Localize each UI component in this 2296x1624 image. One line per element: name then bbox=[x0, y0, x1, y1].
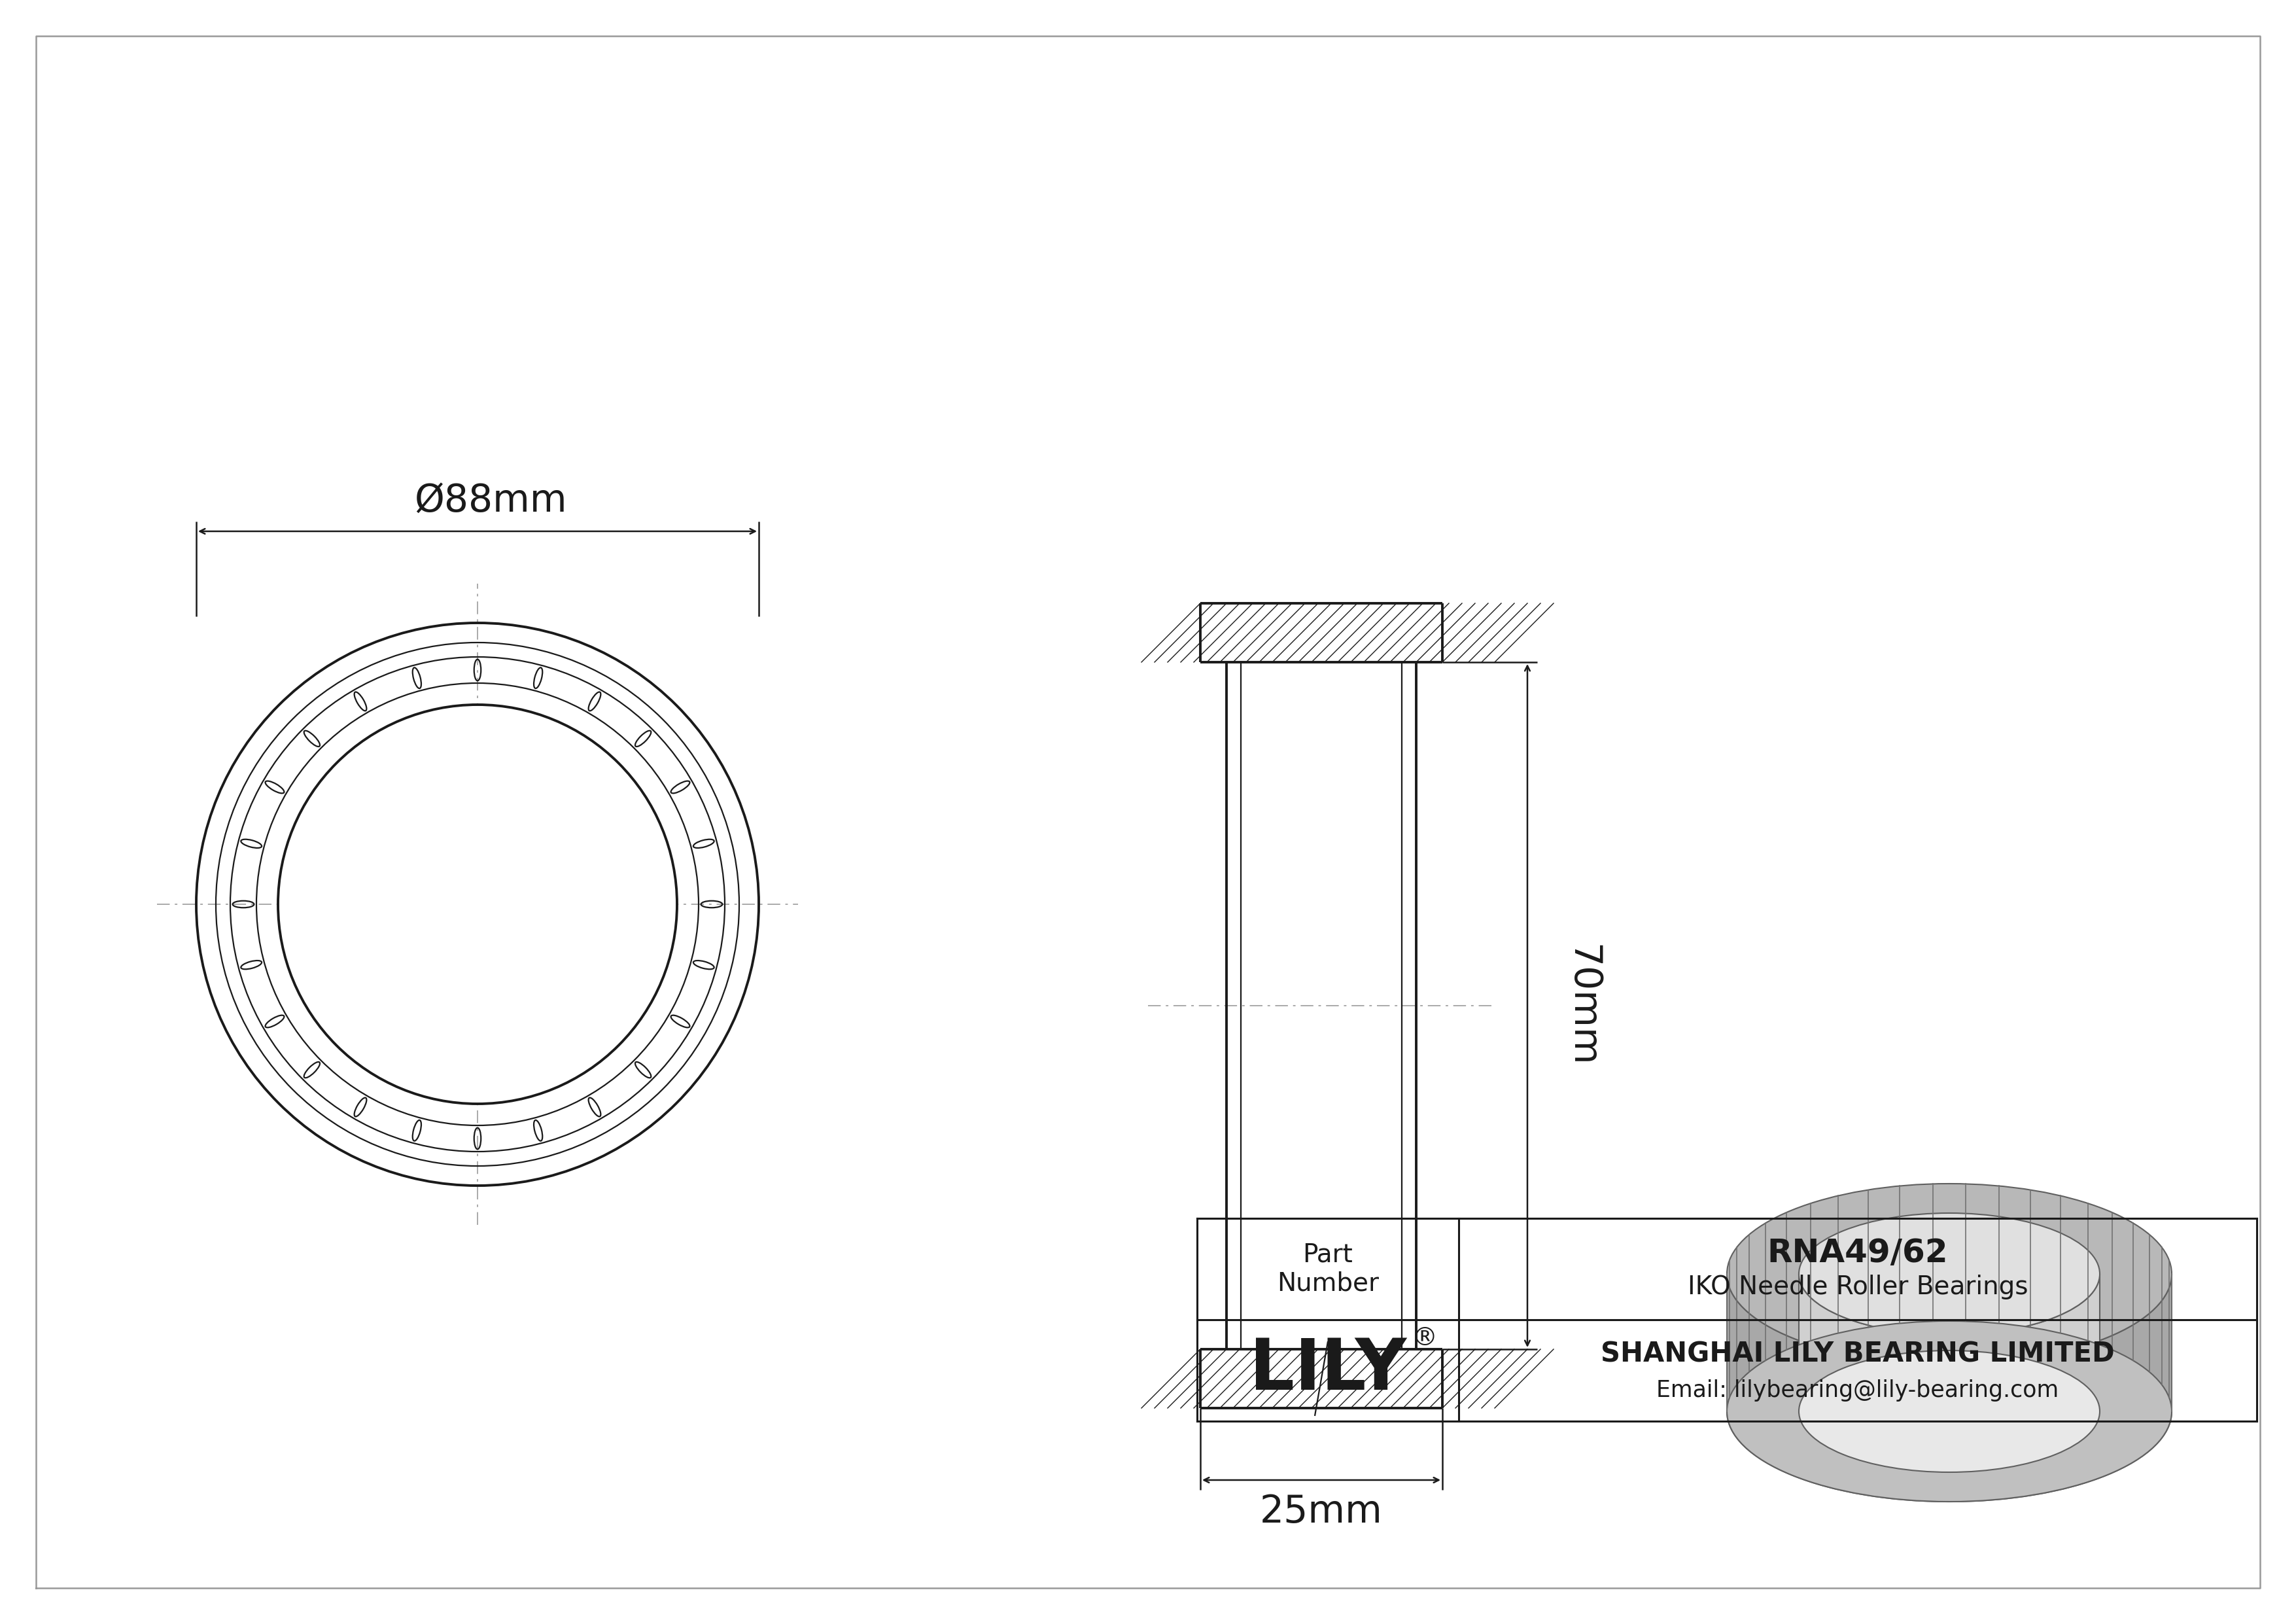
Text: 70mm: 70mm bbox=[1564, 944, 1600, 1067]
Polygon shape bbox=[1798, 1273, 2101, 1473]
Ellipse shape bbox=[1798, 1351, 2101, 1473]
Ellipse shape bbox=[1798, 1213, 2101, 1335]
Text: Email: lilybearing@lily-bearing.com: Email: lilybearing@lily-bearing.com bbox=[1655, 1379, 2060, 1402]
Polygon shape bbox=[1727, 1273, 2172, 1502]
Text: SHANGHAI LILY BEARING LIMITED: SHANGHAI LILY BEARING LIMITED bbox=[1600, 1340, 2115, 1367]
Circle shape bbox=[195, 624, 758, 1186]
Text: IKO Needle Roller Bearings: IKO Needle Roller Bearings bbox=[1688, 1275, 2027, 1299]
Text: RNA49/62: RNA49/62 bbox=[1768, 1237, 1949, 1268]
Ellipse shape bbox=[1727, 1184, 2172, 1364]
Text: LILY: LILY bbox=[1249, 1337, 1407, 1405]
Ellipse shape bbox=[1727, 1320, 2172, 1502]
Text: ®: ® bbox=[1412, 1325, 1437, 1350]
Text: Ø88mm: Ø88mm bbox=[413, 482, 567, 520]
Text: Number: Number bbox=[1277, 1272, 1380, 1296]
Circle shape bbox=[278, 705, 675, 1103]
Text: Part: Part bbox=[1302, 1242, 1352, 1267]
Text: 25mm: 25mm bbox=[1261, 1492, 1382, 1530]
